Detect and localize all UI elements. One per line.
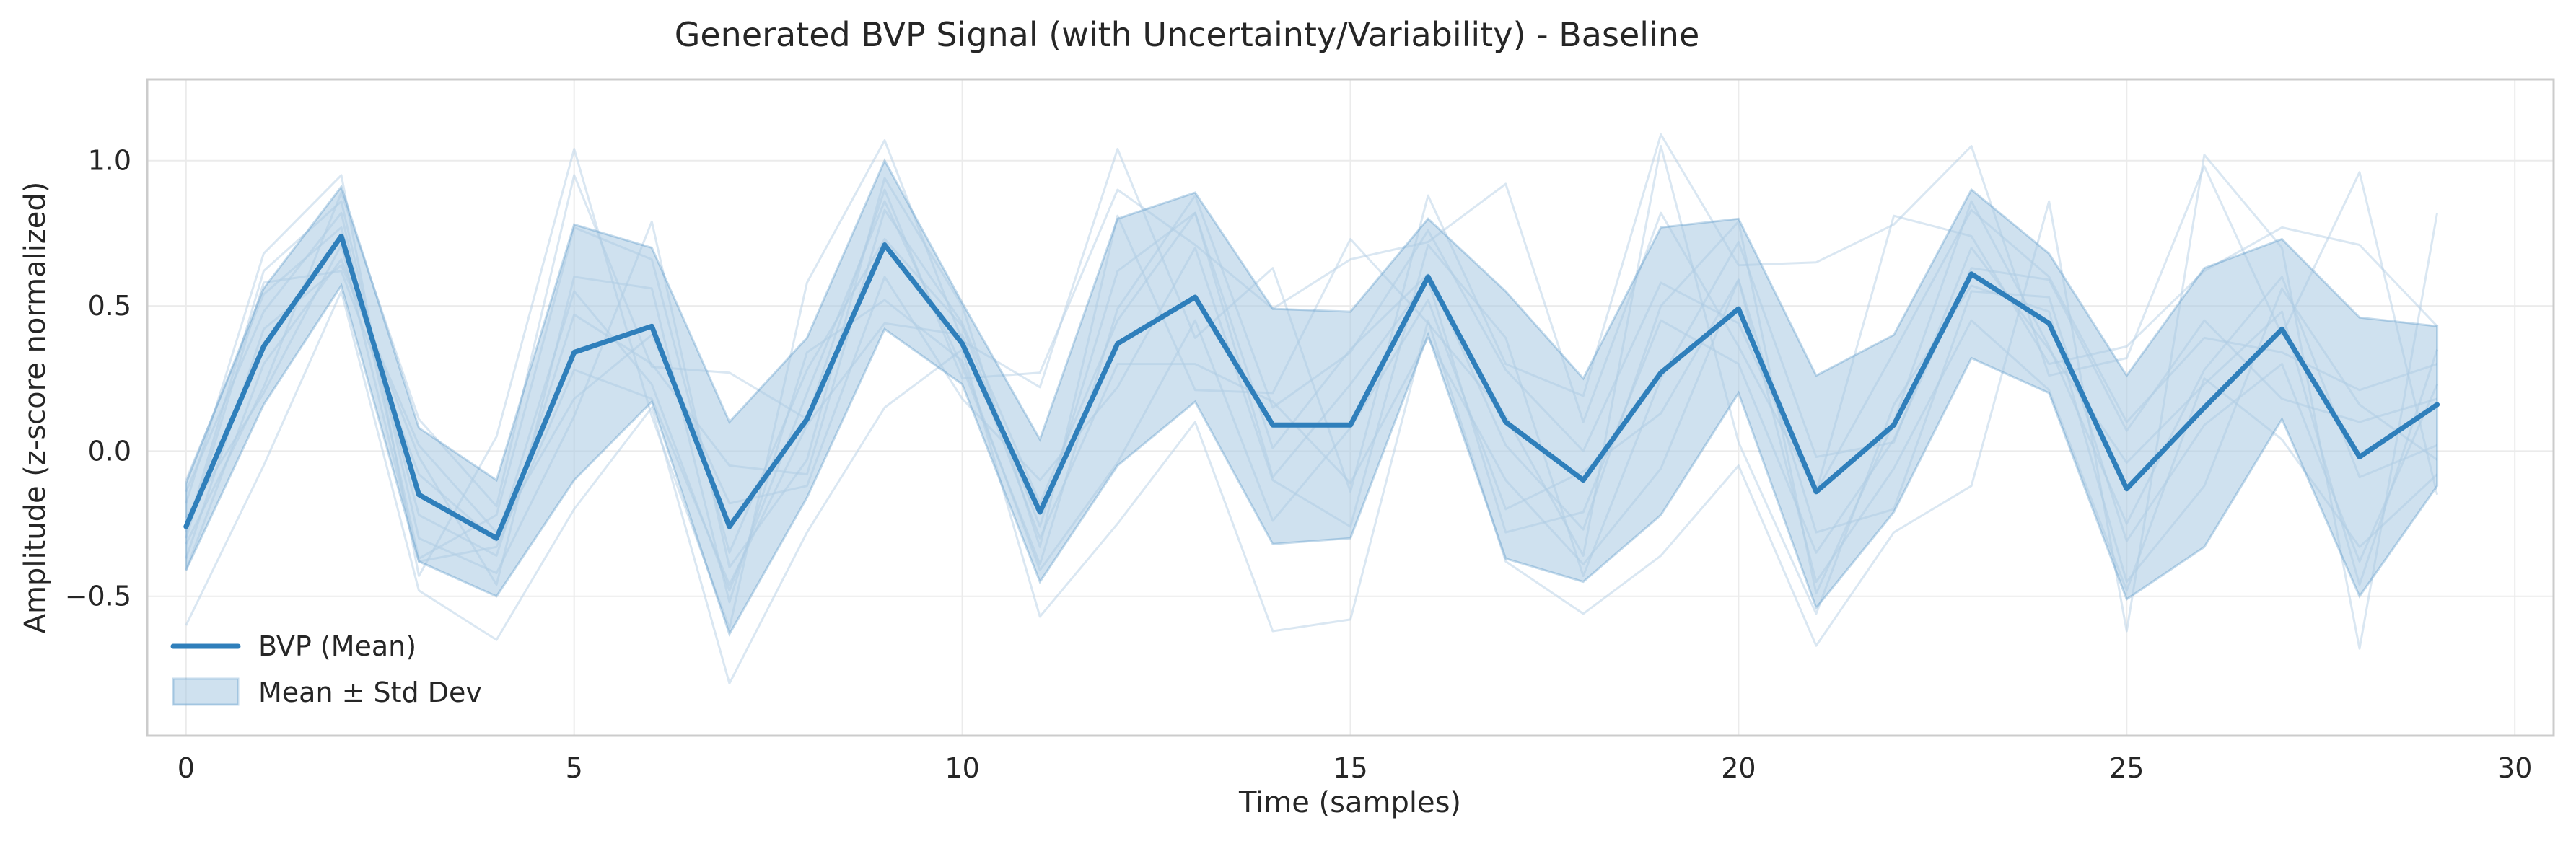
y-axis-label: Amplitude (z-score normalized) [19,182,52,634]
y-axis-ticks: −0.5 0.0 0.5 1.0 [65,145,131,612]
x-tick-label: 20 [1721,752,1756,784]
legend-band-label: Mean ± Std Dev [258,677,482,708]
x-axis-label: Time (samples) [1238,786,1461,819]
mean-line-layer [183,233,2440,541]
x-axis-ticks: 0 5 10 15 20 25 30 [178,752,2533,784]
bvp-mean-line [183,233,2440,541]
y-tick-label: 0.5 [88,290,131,322]
y-tick-label: 0.0 [88,435,131,467]
legend-band-swatch [172,677,240,706]
x-tick-label: 0 [178,752,195,784]
x-tick-label: 30 [2497,752,2532,784]
x-tick-label: 5 [566,752,583,784]
std-band-layer [185,158,2439,637]
x-tick-label: 25 [2109,752,2144,784]
x-tick-label: 10 [945,752,979,784]
x-tick-label: 15 [1333,752,1367,784]
std-dev-band [185,158,2439,637]
plot-area-frame [146,78,2555,737]
legend: BVP (Mean) Mean ± Std Dev [170,630,482,708]
y-tick-label: 1.0 [88,145,131,177]
chart-title: Generated BVP Signal (with Uncertainty/V… [675,15,1700,54]
y-tick-label: −0.5 [65,581,131,612]
variability-sample-line [185,154,2439,684]
legend-mean-label: BVP (Mean) [258,630,416,662]
